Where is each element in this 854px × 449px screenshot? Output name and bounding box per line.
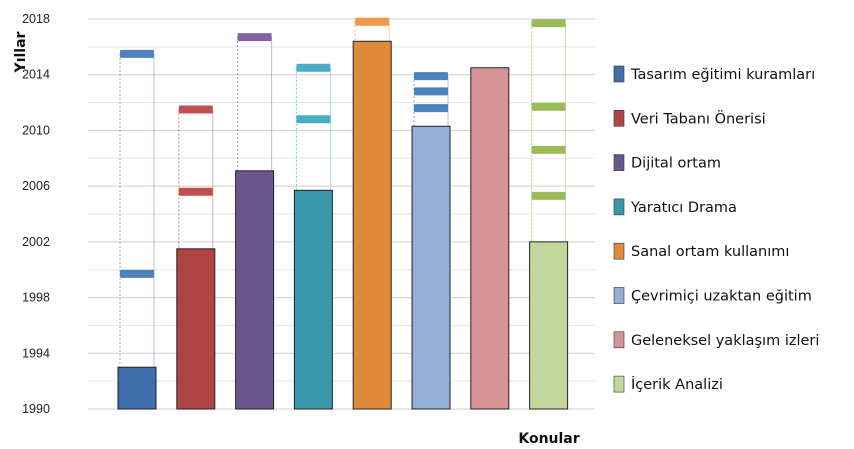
legend-swatch [613,287,625,304]
bar [529,241,569,410]
y-axis-title: Yıllar [13,31,29,73]
legend-swatch [613,110,625,127]
bar [176,248,216,410]
legend-item: Sanal ortam kullanımı [613,242,789,260]
year-marker [178,187,213,196]
year-marker [296,115,331,124]
legend-swatch [613,375,625,393]
y-tick-label: 2010 [22,123,50,137]
year-marker [414,87,448,96]
legend-item: Dijital ortam [613,154,721,172]
bars [117,17,569,410]
bar-group [117,49,157,410]
legend-item: Veri Tabanı Önerisi [613,109,766,127]
legend-label: Veri Tabanı Önerisi [631,109,766,127]
bar [117,366,157,410]
legend-swatch [613,65,625,83]
year-marker [531,19,566,28]
bar [293,189,333,410]
legend-label: Yaratıcı Drama [630,200,737,216]
year-marker [414,72,448,81]
legend-item: Yaratıcı Drama [613,198,737,216]
year-marker [120,269,154,278]
legend-label: Geleneksel yaklaşım izleri [631,333,819,349]
year-marker [531,145,566,154]
legend-swatch [613,154,625,171]
legend-label: Sanal ortam kullanımı [631,244,789,260]
y-tick-label: 1994 [22,346,50,360]
gridlines [88,18,595,410]
legend-item: Çevrimiçi uzaktan eğitim [613,287,812,305]
y-axis-tick-labels: 1990 1994 1998 2002 2006 2010 2014 2018 [22,12,50,416]
year-marker [531,191,566,200]
bar [352,40,392,410]
bar-group [470,67,510,410]
legend-swatch [613,198,625,216]
y-tick-label: 2002 [22,235,50,249]
bar [411,125,451,410]
bar [235,170,275,410]
y-tick-label: 1990 [22,402,50,416]
legend-label: Çevrimiçi uzaktan eğitim [631,289,812,305]
bar-group [411,72,451,410]
legend-label: Dijital ortam [631,156,721,172]
year-marker [355,17,390,26]
legend-swatch [613,331,625,349]
year-marker [531,102,566,111]
bar-group [529,19,569,410]
year-marker [120,49,154,58]
year-marker [237,33,272,42]
legend-label: İçerik Analizi [631,375,723,393]
legend-item: İçerik Analizi [613,375,723,393]
year-marker [178,105,213,114]
bar-group [352,17,392,410]
bar-group [176,105,216,410]
bar [470,67,510,410]
legend: Tasarım eğitimi kuramları Veri Tabanı Öne… [613,65,819,393]
legend-item: Tasarım eğitimi kuramları [613,65,815,83]
legend-item: Geleneksel yaklaşım izleri [613,331,819,349]
y-tick-label: 2006 [22,179,50,193]
x-axis-title: Konular [518,431,579,447]
bar-group [235,33,275,410]
y-tick-label: 2014 [22,68,50,82]
bar-group [293,63,333,410]
y-tick-label: 2018 [22,12,50,26]
year-marker [296,63,331,72]
y-tick-label: 1998 [22,291,50,305]
year-marker [414,104,448,113]
legend-label: Tasarım eğitimi kuramları [630,67,815,83]
legend-swatch [613,242,625,260]
